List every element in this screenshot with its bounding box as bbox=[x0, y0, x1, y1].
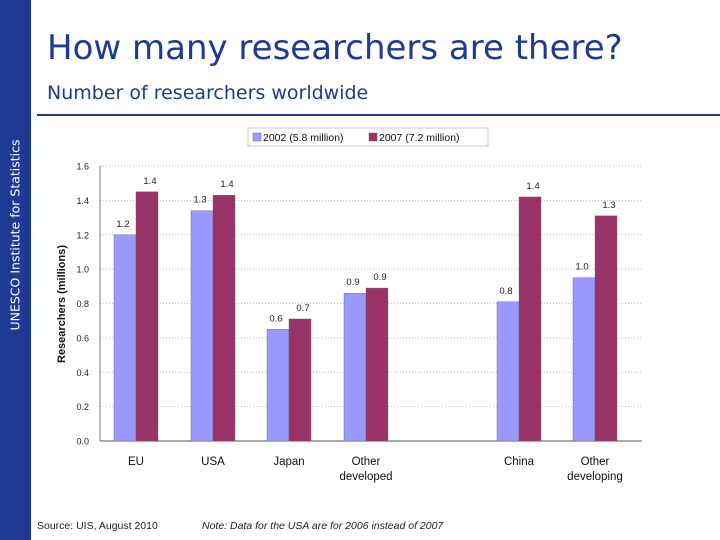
bar bbox=[266, 329, 290, 442]
x-category-label: EU bbox=[128, 456, 144, 468]
bar bbox=[113, 234, 137, 442]
x-category-label-line: developed bbox=[339, 471, 392, 483]
legend-label: 2002 (5.8 million) bbox=[263, 132, 344, 144]
bar-data-label: 1.4 bbox=[526, 181, 539, 192]
bar-data-label: 0.9 bbox=[373, 272, 386, 283]
bar-data-label: 0.8 bbox=[499, 286, 512, 297]
bar-data-label: 0.9 bbox=[346, 277, 359, 288]
legend-swatch bbox=[252, 132, 262, 142]
bar bbox=[288, 318, 312, 442]
bar bbox=[496, 301, 520, 442]
x-category-label: China bbox=[504, 456, 535, 468]
title-rule bbox=[37, 114, 720, 116]
legend-label: 2007 (7.2 million) bbox=[379, 132, 460, 144]
source-note: Source: UIS, August 2010 bbox=[37, 520, 158, 532]
y-tick-label: 1.6 bbox=[76, 162, 89, 172]
side-band: UNESCO Institute for Statistics bbox=[0, 0, 31, 540]
x-category-label: USA bbox=[201, 456, 225, 468]
legend-box bbox=[247, 127, 489, 147]
x-category-label: Japan bbox=[273, 456, 304, 468]
x-category-label: Other developing bbox=[567, 456, 623, 483]
bar-data-label: 1.3 bbox=[602, 200, 615, 211]
x-category-label: Other developed bbox=[339, 456, 392, 483]
bar-data-label: 1.0 bbox=[575, 262, 588, 273]
data-note: Note: Data for the USA are for 2006 inst… bbox=[202, 520, 444, 532]
y-tick-label: 0.0 bbox=[76, 437, 89, 447]
bar bbox=[135, 191, 159, 442]
bar bbox=[594, 215, 618, 442]
bar bbox=[572, 277, 596, 442]
y-tick-label: 1.4 bbox=[76, 196, 89, 206]
x-category-label-line: Other bbox=[352, 456, 381, 468]
bar-data-label: 1.4 bbox=[143, 176, 156, 187]
y-tick-label: 1.0 bbox=[76, 265, 89, 275]
bar-data-label: 1.2 bbox=[116, 219, 129, 230]
slide-title: How many researchers are there? bbox=[47, 28, 623, 68]
y-tick-label: 0.4 bbox=[76, 368, 89, 378]
bar bbox=[190, 210, 214, 442]
slide-subtitle: Number of researchers worldwide bbox=[47, 82, 369, 104]
x-category-label-line: developing bbox=[567, 471, 623, 483]
y-tick-label: 0.8 bbox=[76, 299, 89, 309]
y-tick-label: 0.2 bbox=[76, 402, 89, 412]
bar-data-label: 0.6 bbox=[269, 313, 282, 324]
y-tick-label: 0.6 bbox=[76, 333, 89, 343]
y-tick-label: 1.2 bbox=[76, 230, 89, 240]
bar-data-label: 1.3 bbox=[193, 195, 206, 206]
bar-data-label: 0.7 bbox=[296, 303, 309, 314]
x-category-label-line: Other bbox=[581, 456, 610, 468]
bar bbox=[343, 292, 367, 442]
bar-data-label: 1.4 bbox=[220, 179, 233, 190]
legend-swatch bbox=[368, 132, 378, 142]
bar bbox=[365, 287, 389, 442]
y-axis-title: Researchers (millions) bbox=[56, 245, 68, 363]
bar bbox=[518, 196, 542, 442]
bar bbox=[212, 195, 236, 442]
